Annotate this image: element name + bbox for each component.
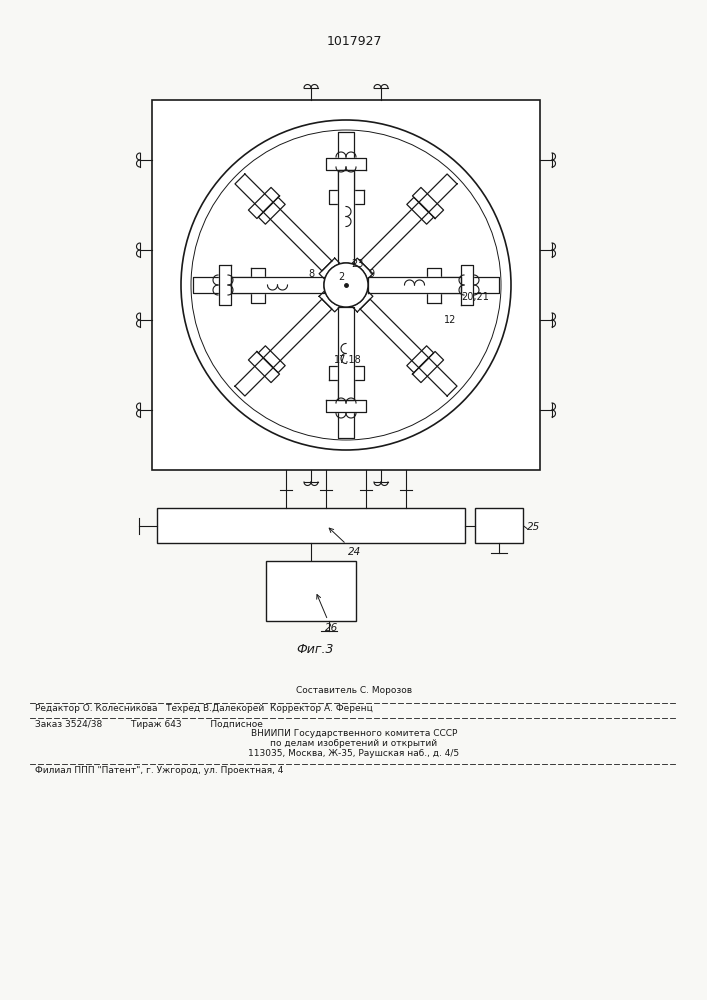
Polygon shape <box>407 197 433 224</box>
Polygon shape <box>329 366 363 380</box>
Polygon shape <box>258 346 285 373</box>
Polygon shape <box>326 158 366 170</box>
Polygon shape <box>338 170 354 263</box>
Text: 1017927: 1017927 <box>326 35 382 48</box>
Text: 113035, Москва, Ж-35, Раушская наб., д. 4/5: 113035, Москва, Ж-35, Раушская наб., д. … <box>248 749 460 758</box>
Text: Заказ 3524/38          Тираж 643          Подписное: Заказ 3524/38 Тираж 643 Подписное <box>35 720 263 729</box>
Polygon shape <box>248 187 279 219</box>
Polygon shape <box>338 307 354 400</box>
Text: 24: 24 <box>329 528 361 557</box>
Text: Фиг.3: Фиг.3 <box>296 643 334 656</box>
Text: 20,21: 20,21 <box>461 292 489 302</box>
Text: 17,18: 17,18 <box>334 355 362 365</box>
Text: 2: 2 <box>338 272 344 282</box>
Polygon shape <box>326 400 366 412</box>
Bar <box>266 561 356 621</box>
Polygon shape <box>427 267 441 302</box>
Polygon shape <box>419 358 457 396</box>
Polygon shape <box>251 267 265 302</box>
Text: 12: 12 <box>444 315 457 325</box>
Polygon shape <box>235 174 273 212</box>
Polygon shape <box>407 346 433 373</box>
Bar <box>157 508 465 543</box>
Polygon shape <box>360 202 428 271</box>
Bar <box>475 508 523 543</box>
Polygon shape <box>412 351 443 383</box>
Circle shape <box>324 263 368 307</box>
Text: по делам изобретений и открытий: по делам изобретений и открытий <box>271 739 438 748</box>
Text: 23: 23 <box>351 259 363 269</box>
Circle shape <box>181 120 511 450</box>
Polygon shape <box>193 277 251 293</box>
Text: Составитель С. Морозов: Составитель С. Морозов <box>296 686 412 695</box>
Polygon shape <box>419 174 457 212</box>
Polygon shape <box>319 258 340 279</box>
Polygon shape <box>351 258 373 279</box>
Polygon shape <box>248 351 279 383</box>
Polygon shape <box>351 291 373 312</box>
Text: 25: 25 <box>527 522 540 532</box>
Bar <box>152 100 540 470</box>
Polygon shape <box>263 202 332 271</box>
Text: 26: 26 <box>317 595 338 633</box>
Text: 9: 9 <box>368 269 374 279</box>
Polygon shape <box>441 277 499 293</box>
Circle shape <box>324 263 368 307</box>
Polygon shape <box>235 358 273 396</box>
Text: ВНИИПИ Государственного комитета СССР: ВНИИПИ Государственного комитета СССР <box>251 729 457 738</box>
Polygon shape <box>338 132 354 190</box>
Polygon shape <box>360 299 428 368</box>
Polygon shape <box>263 299 332 368</box>
Polygon shape <box>368 277 461 293</box>
Polygon shape <box>258 197 285 224</box>
Polygon shape <box>329 190 363 204</box>
Text: Филиал ППП "Патент", г. Ужгород, ул. Проектная, 4: Филиал ППП "Патент", г. Ужгород, ул. Про… <box>35 766 284 775</box>
Polygon shape <box>319 291 340 312</box>
Text: 8: 8 <box>308 269 314 279</box>
Polygon shape <box>231 277 324 293</box>
Polygon shape <box>338 380 354 438</box>
Polygon shape <box>412 187 443 219</box>
Text: Редактор О. Колесникова   Техред В.Далекорей  Корректор А. Ференц: Редактор О. Колесникова Техред В.Далекор… <box>35 704 373 713</box>
Polygon shape <box>219 265 231 305</box>
Polygon shape <box>461 265 473 305</box>
